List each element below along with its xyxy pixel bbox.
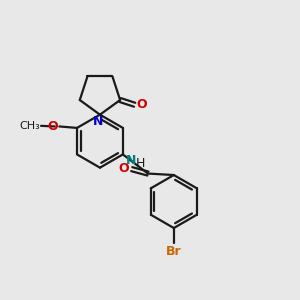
Text: O: O [47,120,58,133]
Text: O: O [119,162,129,175]
Text: N: N [126,154,136,167]
Text: Br: Br [166,245,182,258]
Text: H: H [135,157,145,170]
Text: CH₃: CH₃ [19,121,40,131]
Text: O: O [136,98,147,111]
Text: N: N [93,115,104,128]
